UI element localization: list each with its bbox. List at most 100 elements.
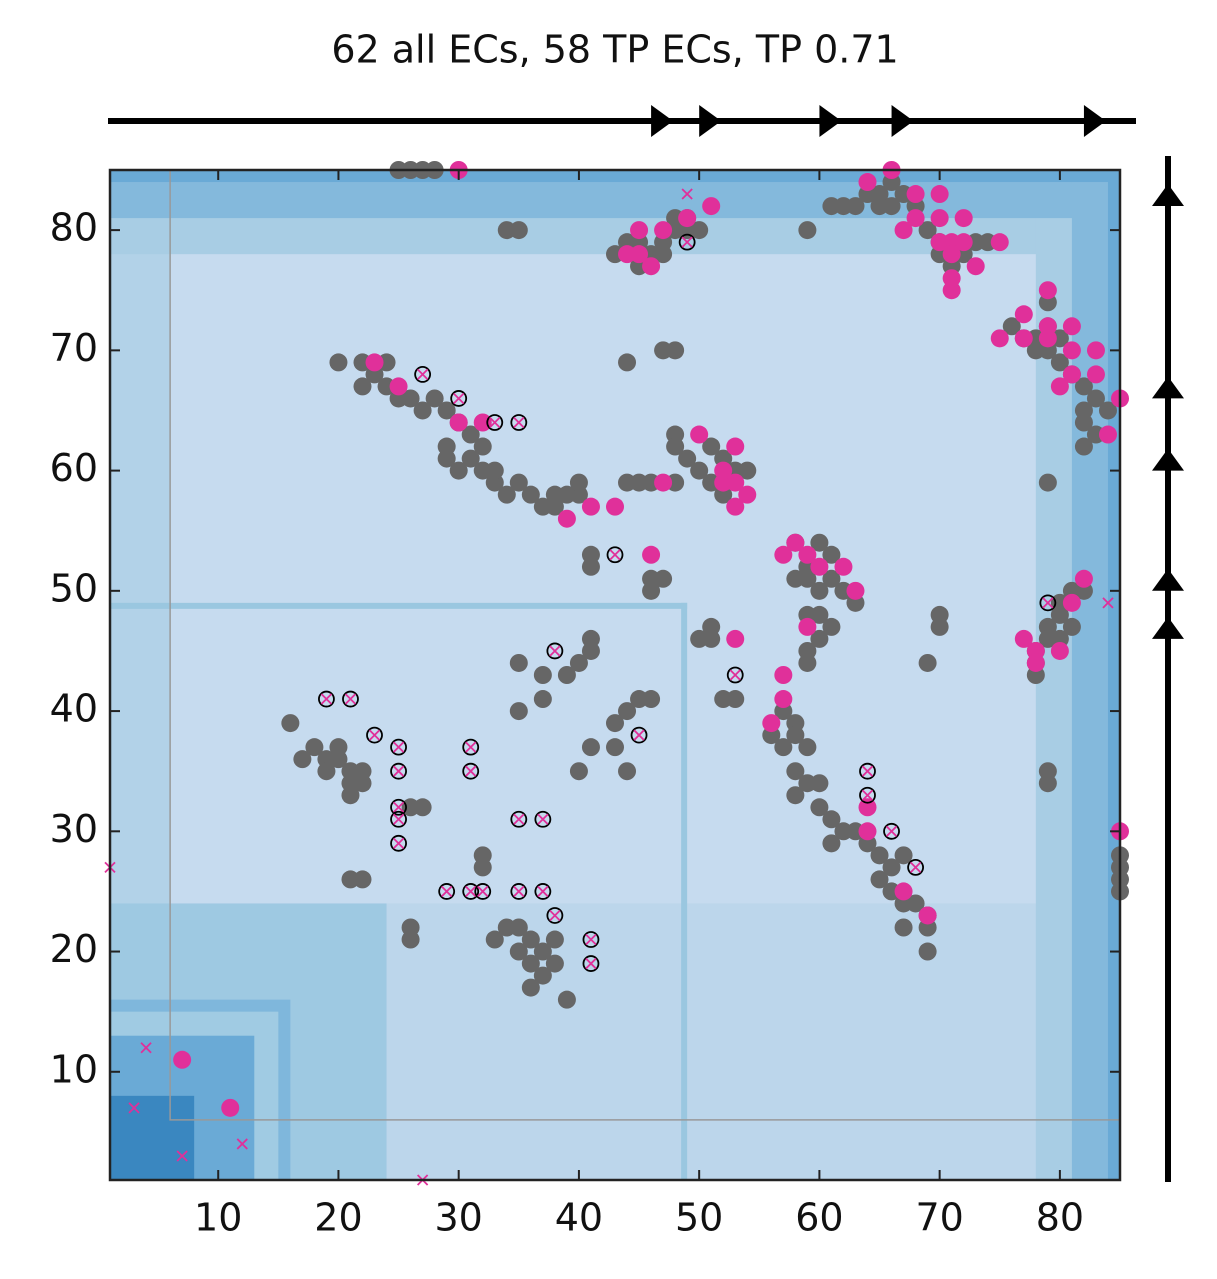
x-marker: [1102, 597, 1114, 609]
ring: [390, 810, 407, 828]
point: [774, 545, 793, 564]
point: [990, 233, 1009, 252]
point: [1050, 641, 1069, 660]
point: [966, 257, 985, 276]
point: [533, 942, 552, 961]
point: [894, 882, 913, 901]
point: [930, 617, 949, 636]
point: [521, 485, 540, 504]
point: [1098, 425, 1117, 444]
x-marker: [681, 188, 693, 200]
point: [509, 473, 528, 492]
point: [918, 653, 937, 672]
point: [894, 221, 913, 240]
x-tick-label: 20: [314, 1196, 362, 1240]
cross: [609, 549, 621, 561]
x-tick-label: 30: [435, 1196, 483, 1240]
ring: [582, 955, 600, 972]
point: [485, 461, 504, 480]
point: [690, 461, 709, 480]
ring: [534, 810, 552, 828]
ring-x-marker: [606, 546, 624, 564]
point: [846, 581, 865, 600]
point: [1086, 389, 1105, 408]
point: [1062, 617, 1081, 636]
cross: [477, 885, 489, 898]
point: [353, 377, 372, 396]
point: [1014, 629, 1033, 648]
point: [786, 533, 805, 552]
point: [329, 353, 348, 372]
point: [389, 377, 408, 396]
point: [1002, 317, 1021, 336]
ring: [630, 726, 648, 744]
point: [1038, 629, 1057, 648]
ring: [1039, 594, 1057, 612]
point: [461, 425, 480, 444]
point: [810, 774, 829, 793]
point: [1074, 377, 1093, 396]
ring-x-marker: [474, 883, 492, 900]
ring-x-marker: [510, 414, 528, 431]
ring-x-marker: [450, 390, 468, 407]
point: [1050, 377, 1069, 396]
point: [1050, 605, 1069, 624]
x-marker: [236, 1138, 248, 1150]
point: [545, 930, 564, 949]
point: [882, 858, 901, 877]
point: [810, 557, 829, 576]
point: [329, 750, 348, 769]
point: [353, 774, 372, 793]
segment-block: [110, 1095, 195, 1180]
point: [425, 389, 444, 408]
point: [1086, 365, 1105, 384]
point: [509, 221, 528, 240]
point: [618, 702, 637, 721]
ring-x-marker: [678, 233, 696, 251]
point: [666, 341, 685, 360]
point: [798, 653, 817, 672]
point: [1038, 329, 1057, 348]
point: [449, 461, 468, 480]
point: [606, 497, 624, 516]
point: [413, 798, 432, 817]
point: [413, 401, 432, 420]
ring: [510, 810, 528, 828]
cross: [885, 825, 898, 837]
point: [569, 762, 588, 781]
point: [1026, 341, 1045, 360]
point: [1050, 353, 1069, 372]
y-tick-label: 50: [50, 566, 98, 610]
ring: [390, 834, 407, 852]
point: [726, 473, 745, 492]
ring-x-marker: [390, 834, 407, 852]
point: [798, 617, 817, 636]
right-arrow: [1152, 448, 1184, 471]
ring: [390, 798, 407, 816]
ring-x-marker: [534, 883, 552, 900]
ring: [678, 233, 696, 251]
point: [702, 437, 721, 456]
point: [1062, 317, 1081, 336]
point: [786, 762, 805, 781]
point: [509, 702, 528, 721]
point: [822, 569, 841, 588]
point: [630, 221, 649, 240]
ring-x-marker: [414, 366, 432, 383]
cross: [513, 416, 525, 429]
x-tick-label: 10: [194, 1196, 242, 1240]
point: [473, 437, 492, 456]
point: [774, 690, 793, 709]
ring: [438, 883, 456, 900]
ring: [859, 786, 876, 804]
point: [1086, 341, 1105, 360]
point: [798, 221, 817, 240]
cross: [392, 801, 405, 813]
point: [786, 726, 805, 745]
point: [798, 738, 817, 757]
point: [281, 714, 300, 733]
cross: [392, 813, 405, 825]
top-arrow: [819, 105, 842, 137]
point: [654, 569, 673, 588]
